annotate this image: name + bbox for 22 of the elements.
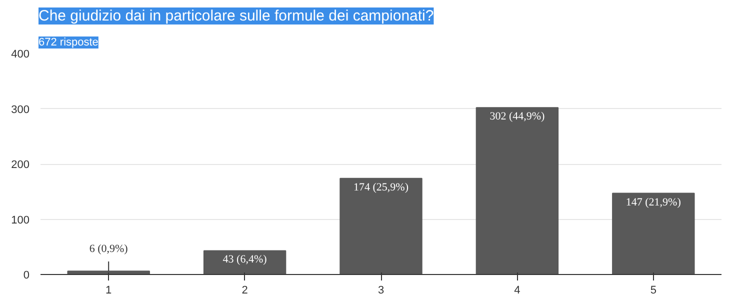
bar [67, 270, 150, 274]
y-tick-label: 300 [11, 104, 30, 116]
x-tick-label: 1 [106, 284, 112, 296]
data-label: 6 (0,9%) [89, 243, 128, 256]
chart-subtitle: 672 risposte [38, 36, 98, 48]
x-tick-label: 5 [650, 284, 656, 296]
y-tick-label: 100 [11, 214, 30, 226]
y-tick-label: 200 [11, 159, 30, 171]
data-label: 147 (21,9%) [626, 196, 682, 208]
bar [612, 192, 695, 274]
bar [476, 107, 559, 274]
y-tick-label: 400 [11, 48, 30, 60]
chart-title: Che giudizio dai in particolare sulle formule dei campionati? [38, 8, 434, 24]
x-tick-label: 2 [242, 284, 248, 296]
x-tick-label: 3 [378, 284, 384, 296]
bar [203, 250, 286, 274]
data-label: 174 (25,9%) [354, 181, 409, 194]
data-label: 43 (6,4%) [222, 254, 268, 266]
x-tick-label: 4 [514, 284, 520, 296]
data-label: 302 (44,9%) [490, 110, 546, 123]
y-tick-label: 0 [23, 270, 30, 282]
bar [340, 178, 422, 274]
